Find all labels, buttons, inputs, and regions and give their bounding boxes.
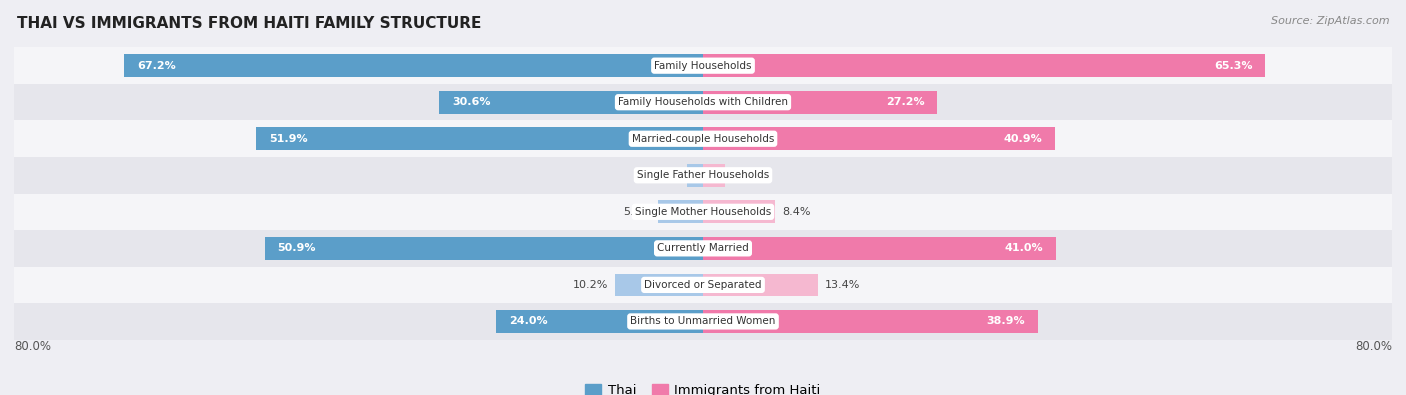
Text: 80.0%: 80.0%	[1355, 340, 1392, 354]
Bar	[124, 55, 703, 77]
Bar	[703, 128, 1056, 150]
Bar	[703, 201, 775, 223]
Text: Births to Unmarried Women: Births to Unmarried Women	[630, 316, 776, 326]
Text: 65.3%: 65.3%	[1213, 61, 1253, 71]
Text: Source: ZipAtlas.com: Source: ZipAtlas.com	[1271, 16, 1389, 26]
Text: 30.6%: 30.6%	[453, 97, 491, 107]
Text: Family Households with Children: Family Households with Children	[619, 97, 787, 107]
Bar	[440, 91, 703, 113]
Bar	[14, 303, 1392, 340]
Text: 41.0%: 41.0%	[1004, 243, 1043, 253]
Legend: Thai, Immigrants from Haiti: Thai, Immigrants from Haiti	[585, 384, 821, 395]
Text: 67.2%: 67.2%	[138, 61, 176, 71]
Bar	[14, 157, 1392, 194]
Text: 40.9%: 40.9%	[1004, 134, 1042, 144]
Text: 51.9%: 51.9%	[269, 134, 308, 144]
Text: 10.2%: 10.2%	[572, 280, 609, 290]
Text: 8.4%: 8.4%	[782, 207, 811, 217]
Text: Currently Married: Currently Married	[657, 243, 749, 253]
Bar	[264, 237, 703, 260]
Text: 5.2%: 5.2%	[623, 207, 651, 217]
Text: 13.4%: 13.4%	[825, 280, 860, 290]
Bar	[496, 310, 703, 333]
Bar	[256, 128, 703, 150]
Bar	[14, 230, 1392, 267]
Text: THAI VS IMMIGRANTS FROM HAITI FAMILY STRUCTURE: THAI VS IMMIGRANTS FROM HAITI FAMILY STR…	[17, 16, 481, 31]
Bar	[14, 84, 1392, 120]
Bar	[658, 201, 703, 223]
Bar	[703, 55, 1265, 77]
Text: 80.0%: 80.0%	[14, 340, 51, 354]
Bar	[14, 120, 1392, 157]
Bar	[14, 47, 1392, 84]
Text: 50.9%: 50.9%	[277, 243, 316, 253]
Bar	[14, 194, 1392, 230]
Bar	[686, 164, 703, 186]
Bar	[703, 274, 818, 296]
Text: Single Mother Households: Single Mother Households	[636, 207, 770, 217]
Text: 27.2%: 27.2%	[886, 97, 924, 107]
Bar	[703, 237, 1056, 260]
Bar	[616, 274, 703, 296]
Text: Divorced or Separated: Divorced or Separated	[644, 280, 762, 290]
Text: Single Father Households: Single Father Households	[637, 170, 769, 180]
Bar	[703, 310, 1038, 333]
Text: 38.9%: 38.9%	[987, 316, 1025, 326]
Text: 24.0%: 24.0%	[509, 316, 548, 326]
Bar	[14, 267, 1392, 303]
Text: Family Households: Family Households	[654, 61, 752, 71]
Text: 1.9%: 1.9%	[651, 170, 679, 180]
Text: Married-couple Households: Married-couple Households	[631, 134, 775, 144]
Text: 2.6%: 2.6%	[733, 170, 761, 180]
Bar	[703, 164, 725, 186]
Bar	[703, 91, 938, 113]
